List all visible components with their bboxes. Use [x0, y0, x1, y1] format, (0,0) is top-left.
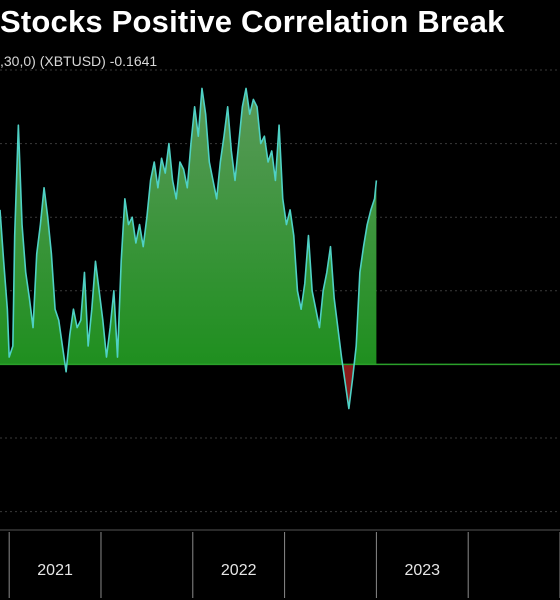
negative-area	[65, 364, 355, 409]
correlation-series-line	[0, 87, 378, 410]
x-tick-label: 2021	[37, 562, 73, 579]
positive-area	[0, 88, 377, 365]
series-legend-label: ,30,0) (XBTUSD) -0.1641	[0, 53, 158, 69]
x-tick-label: 2023	[404, 562, 440, 579]
x-tick-label: 2022	[221, 562, 257, 579]
chart-title: Stocks Positive Correlation Break	[0, 4, 505, 39]
